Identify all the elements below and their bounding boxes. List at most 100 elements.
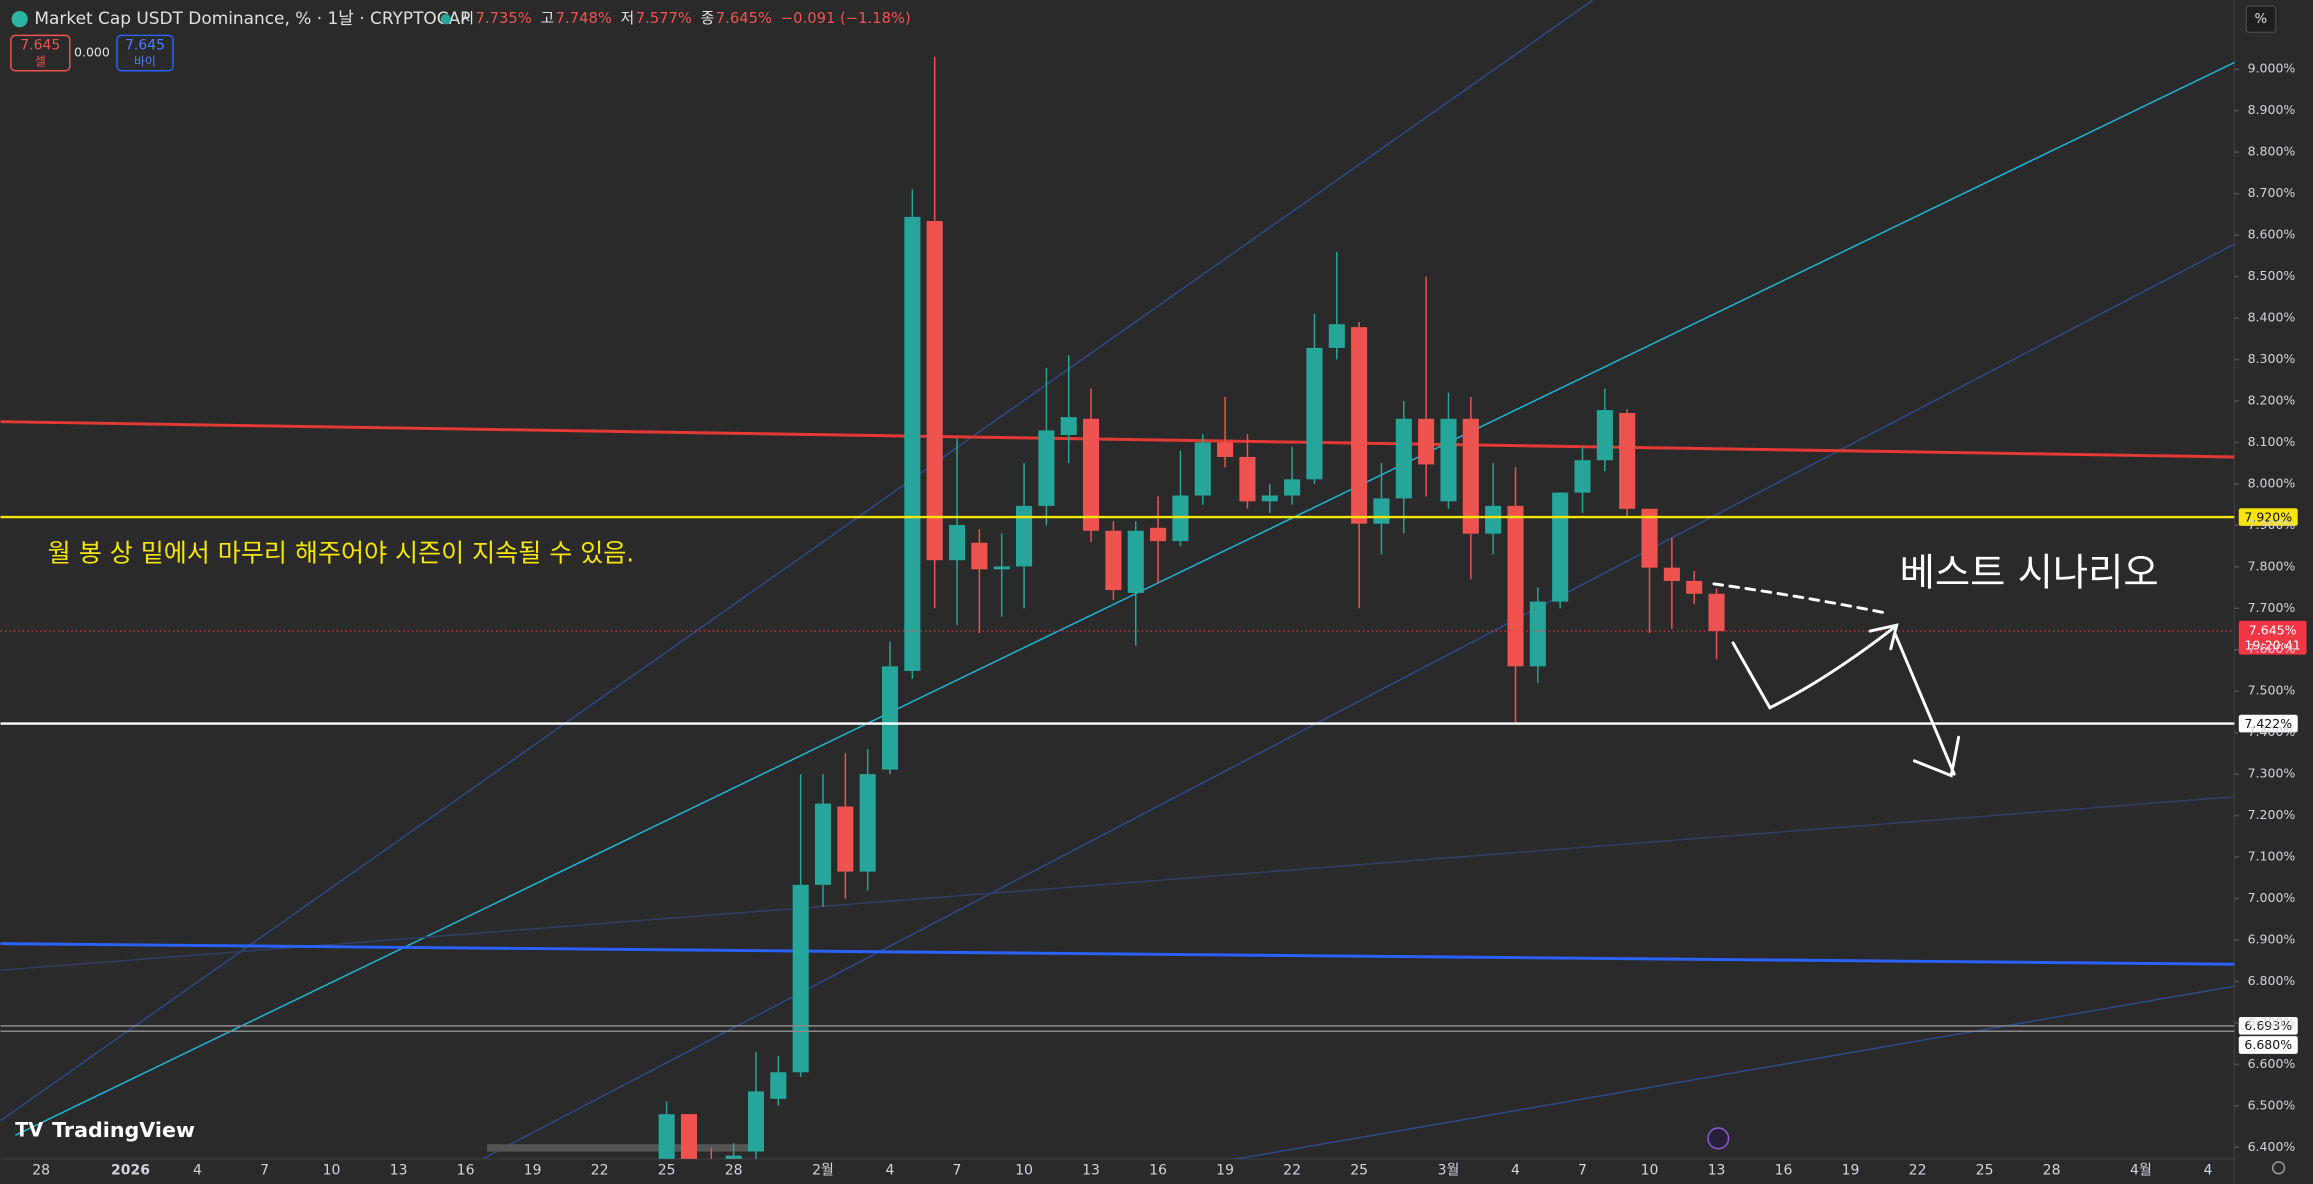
x-tick-label: 19 xyxy=(524,1163,542,1179)
candle-body xyxy=(1328,324,1345,348)
x-tick-label: 10 xyxy=(1641,1163,1659,1179)
x-tick-label: 16 xyxy=(1149,1163,1167,1179)
ohlc: 시 7.735% 고 7.748% 저 7.577% 종 7.645% −0.091 (−1.1… xyxy=(461,10,911,27)
ohlc-value: 7.577% xyxy=(636,10,692,27)
candle-body xyxy=(680,1114,698,1159)
y-tick-label: 7.400% xyxy=(2248,724,2296,739)
candle-body xyxy=(1306,347,1323,480)
candle-body xyxy=(1373,498,1390,524)
spread: 0.000 xyxy=(74,45,110,60)
x-tick-label: 13 xyxy=(390,1163,408,1179)
x-tick-label: 22 xyxy=(1283,1163,1301,1179)
x-tick-label: 4월 xyxy=(2130,1163,2152,1179)
buy-price[interactable]: 7.645 xyxy=(125,38,165,54)
candle-body xyxy=(1574,460,1591,493)
candle-body xyxy=(859,774,876,872)
candle-body xyxy=(1485,505,1502,534)
x-tick-label: 22 xyxy=(591,1163,609,1179)
unit-button[interactable] xyxy=(2245,5,2277,34)
candle-body xyxy=(770,1072,787,1099)
x-tick-label: 19 xyxy=(1842,1163,1860,1179)
y-tick-label: 8.000% xyxy=(2248,475,2296,490)
x-tick-label: 28 xyxy=(2043,1163,2061,1179)
x-tick-label: 7 xyxy=(260,1163,269,1179)
candle-body xyxy=(1172,495,1189,542)
ohlc-key: 저 xyxy=(621,10,635,27)
x-tick-label: 28 xyxy=(32,1163,50,1179)
x-tick-label: 4 xyxy=(886,1163,895,1179)
candle-body xyxy=(1440,418,1457,502)
candle-body xyxy=(725,1155,742,1159)
last-price-box xyxy=(2238,620,2307,655)
x-tick-label: 4 xyxy=(193,1163,202,1179)
candle-body xyxy=(837,806,854,872)
header: Market Cap USDT Dominance, % · 1날 · CRYP… xyxy=(10,5,2277,72)
ohlc-key: 시 xyxy=(461,10,475,27)
level-label: 6.693% xyxy=(2244,1018,2292,1033)
settings-icon[interactable] xyxy=(2271,1161,2286,1175)
y-tick-label: 7.600% xyxy=(2248,641,2296,656)
candle-body xyxy=(1395,418,1412,499)
unit-label[interactable]: % xyxy=(2255,12,2268,27)
y-tick-label: 7.800% xyxy=(2248,558,2296,573)
candle-body xyxy=(1351,327,1368,524)
candle-body xyxy=(1083,418,1100,531)
logo-mark: 𝗧𝗩 xyxy=(15,1118,43,1141)
y-tick-label: 7.000% xyxy=(2248,890,2296,905)
x-tick-label: 16 xyxy=(1775,1163,1793,1179)
levels: 7.920% 7.422% 6.693% 6.680% 7.645%19:20:41 xyxy=(0,508,2307,1054)
buy-button[interactable] xyxy=(116,34,174,72)
y-tick-label: 8.300% xyxy=(2248,351,2296,366)
sell-label[interactable]: 셀 xyxy=(35,54,46,68)
x-tick-label: 2026 xyxy=(111,1163,150,1179)
ohlc-value: 7.748% xyxy=(556,10,612,27)
resistance-line xyxy=(0,420,2235,459)
event-icon[interactable] xyxy=(1707,1127,1730,1150)
candles xyxy=(658,56,1725,1159)
candle-body xyxy=(1663,567,1680,581)
y-tick-label: 8.800% xyxy=(2248,144,2296,159)
y-tick-label: 7.900% xyxy=(2248,517,2296,532)
trend-line xyxy=(480,243,2235,1159)
y-tick-label: 7.200% xyxy=(2248,807,2296,822)
y-tick-label: 6.400% xyxy=(2248,1139,2296,1154)
candle-body xyxy=(926,221,943,561)
symbol-title: Market Cap USDT Dominance, % · 1날 · CRYP… xyxy=(34,8,470,28)
arrow xyxy=(1893,632,1956,776)
drawings xyxy=(0,0,2235,1159)
y-tick-label: 7.100% xyxy=(2248,849,2296,864)
y-tick-label: 6.700% xyxy=(2248,1014,2296,1029)
y-tick-label: 8.100% xyxy=(2248,434,2296,449)
x-tick-label: 4 xyxy=(1511,1163,1520,1179)
candle-body xyxy=(948,524,966,561)
x-tick-label: 3월 xyxy=(1438,1163,1460,1179)
candle-body xyxy=(1127,530,1144,593)
x-tick-label: 7 xyxy=(953,1163,962,1179)
x-tick-label: 25 xyxy=(658,1163,676,1179)
candle-body xyxy=(993,566,1010,570)
ohlc-value: 7.735% xyxy=(476,10,532,27)
candle-body xyxy=(1418,418,1435,465)
arrow-head xyxy=(1912,735,1961,778)
last-price-countdown: 19:20:41 xyxy=(2245,637,2301,652)
x-tick-label: 10 xyxy=(323,1163,341,1179)
level-box xyxy=(2238,714,2298,733)
candle-body xyxy=(1284,479,1301,496)
trend-line xyxy=(14,61,2235,1137)
sell-button[interactable] xyxy=(10,34,71,72)
candle-body xyxy=(1708,593,1725,632)
level-box xyxy=(2238,1036,2298,1054)
y-tick-label: 8.700% xyxy=(2248,185,2296,200)
buy-label[interactable]: 바이 xyxy=(134,54,156,68)
candle-body xyxy=(747,1091,765,1152)
candle-body xyxy=(1038,430,1055,506)
candle-body xyxy=(814,803,832,885)
sell-price[interactable]: 7.645 xyxy=(20,38,60,54)
candle-body xyxy=(1686,580,1703,594)
y-tick-label: 8.400% xyxy=(2248,310,2296,325)
level-label: 7.422% xyxy=(2244,716,2292,731)
y-tick-label: 7.700% xyxy=(2248,600,2296,615)
